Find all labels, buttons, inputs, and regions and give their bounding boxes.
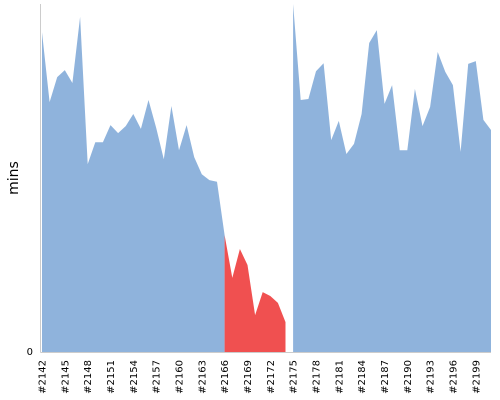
y-axis-title: mins: [6, 161, 22, 195]
x-tick-label: #2181: [334, 360, 345, 394]
x-tick-label: #2154: [129, 360, 140, 394]
x-tick-label: #2196: [448, 360, 459, 394]
x-tick-label: #2187: [380, 360, 391, 394]
x-tick-label: #2193: [426, 360, 437, 394]
x-tick-label: #2163: [197, 360, 208, 394]
failure-area: [224, 235, 286, 352]
x-tick-label: #2175: [289, 360, 300, 394]
x-tick-label: #2148: [83, 360, 94, 394]
success-area: [42, 16, 225, 353]
x-tick-label: #2157: [152, 360, 163, 394]
x-tick-labels: #2142 #2145 #2148 #2151 #2154 #2157 #2160 #2163…: [38, 360, 483, 394]
x-tick-label: #2166: [220, 360, 231, 394]
x-tick-label: #2190: [403, 360, 414, 394]
x-tick-label: #2169: [243, 360, 254, 394]
plot-area: [42, 4, 491, 353]
x-tick-label: #2151: [106, 360, 117, 394]
y-tick-label: 0: [27, 347, 33, 358]
success-area: [293, 4, 491, 352]
x-tick-label: #2184: [357, 360, 368, 394]
x-tick-label: #2178: [312, 360, 323, 394]
x-tick-label: #2142: [38, 360, 49, 394]
x-tick-label: #2145: [60, 360, 71, 394]
x-tick-label: #2160: [175, 360, 186, 394]
x-tick-label: #2172: [266, 360, 277, 394]
x-tick-label: #2199: [471, 360, 482, 394]
area-series-group: [42, 4, 491, 353]
